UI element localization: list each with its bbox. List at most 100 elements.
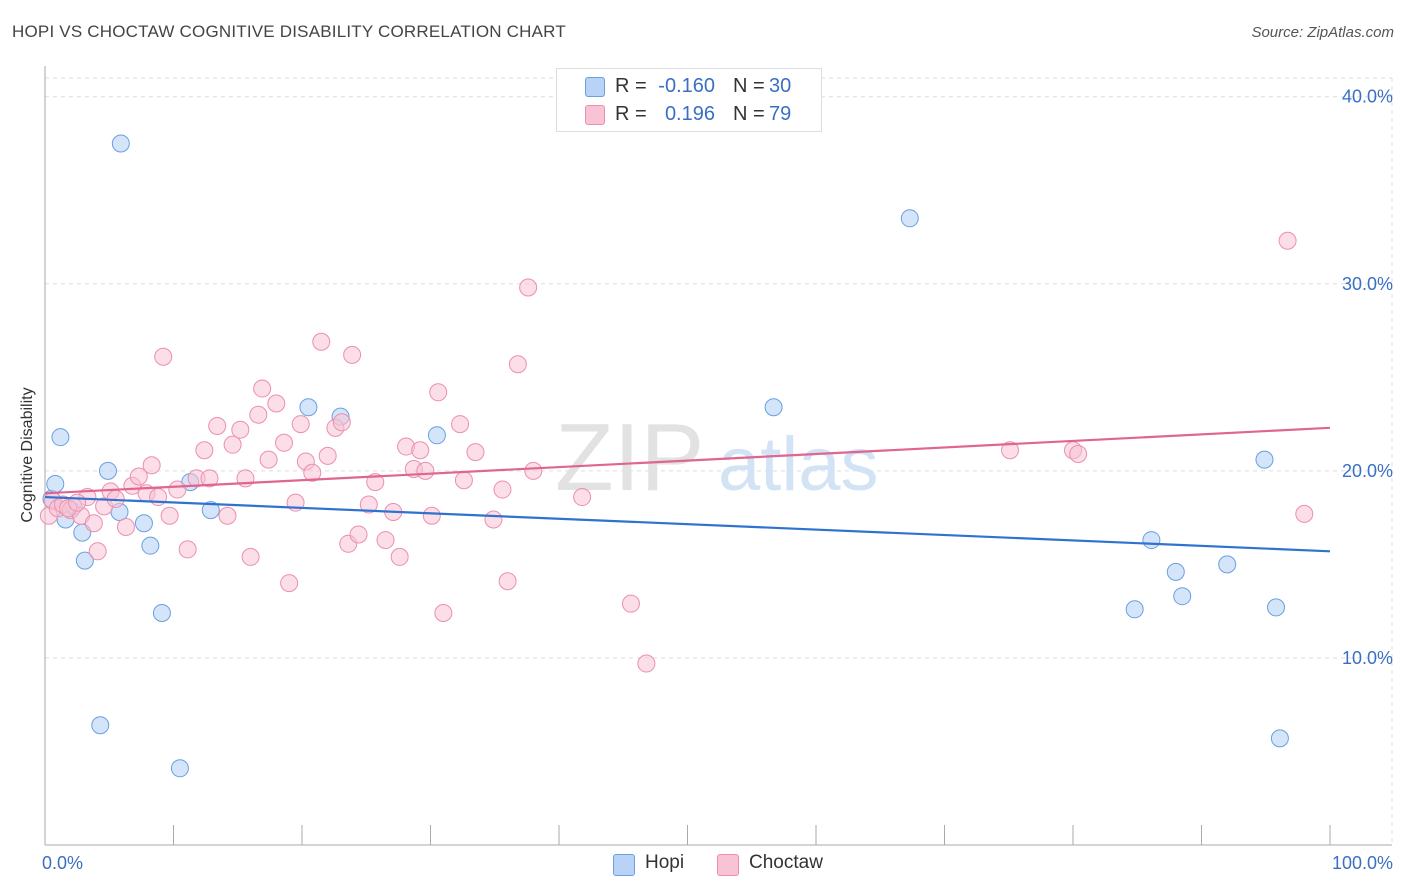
choctaw-point — [1295, 504, 1314, 523]
hopi-legend-label: Hopi — [645, 852, 685, 873]
choctaw-legend-swatch — [717, 854, 739, 876]
choctaw-point — [1278, 231, 1297, 250]
choctaw-point — [253, 379, 272, 398]
trend-lines — [44, 426, 1331, 553]
choctaw-point — [303, 463, 322, 482]
choctaw-point — [451, 415, 470, 434]
choctaw-point — [366, 473, 385, 492]
r-label: R = — [615, 75, 647, 97]
legend-row-choctaw: R = 0.196 N = 79 — [557, 101, 821, 127]
hopi-point — [1173, 587, 1192, 606]
hopi-point — [98, 461, 117, 480]
choctaw-point — [208, 416, 227, 435]
hopi-point — [141, 536, 160, 555]
choctaw-point — [267, 394, 286, 413]
legend-item-hopi: Hopi — [613, 852, 703, 876]
choctaw-point — [218, 506, 237, 525]
choctaw-point — [88, 542, 107, 561]
r-value: -0.160 — [658, 75, 715, 97]
choctaw-point — [454, 471, 473, 490]
n-value: 30 — [769, 75, 792, 97]
choctaw-point — [434, 604, 453, 623]
hopi-point — [1218, 555, 1237, 574]
n-value: 79 — [769, 103, 792, 125]
choctaw-point — [231, 420, 250, 439]
choctaw-point — [275, 433, 294, 452]
choctaw-point — [249, 405, 268, 424]
axes — [44, 66, 1392, 846]
watermark: ZIP atlas — [555, 404, 879, 511]
choctaw-point — [1069, 445, 1088, 464]
hopi-point — [764, 398, 783, 417]
choctaw-point — [621, 594, 640, 613]
y-tick-label: 30.0% — [1342, 274, 1393, 294]
choctaw-point — [422, 506, 441, 525]
choctaw-point — [259, 450, 278, 469]
tick-labels: 10.0% 20.0% 30.0% 40.0% 0.0% 100.0% — [42, 87, 1393, 873]
legend-row-hopi: R = -0.160 N = 30 — [557, 73, 821, 99]
choctaw-point — [332, 413, 351, 432]
y-tick-label: 40.0% — [1342, 87, 1393, 107]
choctaw-point — [291, 415, 310, 434]
hopi-point — [299, 398, 318, 417]
choctaw-point — [312, 332, 331, 351]
choctaw-point — [178, 540, 197, 559]
choctaw-point — [498, 572, 517, 591]
hopi-trend-line — [44, 495, 1331, 553]
choctaw-point — [411, 441, 430, 460]
choctaw-point — [466, 443, 485, 462]
choctaw-point — [416, 461, 435, 480]
choctaw-point — [116, 517, 135, 536]
hopi-point — [1125, 600, 1144, 619]
choctaw-point — [160, 506, 179, 525]
choctaw-point — [429, 383, 448, 402]
r-value: 0.196 — [664, 103, 715, 125]
r-label: R = — [615, 103, 647, 125]
hopi-point — [1255, 450, 1274, 469]
n-label: N = — [733, 103, 765, 125]
hopi-point — [111, 134, 130, 153]
hopi-legend-swatch — [613, 854, 635, 876]
choctaw-point — [154, 347, 173, 366]
hopi-point — [134, 514, 153, 533]
choctaw-point — [200, 469, 219, 488]
choctaw-point — [68, 493, 87, 512]
stats-legend: R = -0.160 N = 30 R = 0.196 N = 79 — [556, 68, 822, 132]
hopi-point — [51, 428, 70, 447]
choctaw-point — [168, 480, 187, 499]
choctaw-point — [241, 547, 260, 566]
watermark-atlas: atlas — [718, 422, 879, 507]
choctaw-point — [280, 574, 299, 593]
choctaw-point — [637, 654, 656, 673]
hopi-point — [75, 551, 94, 570]
choctaw-point — [573, 488, 592, 507]
hopi-point — [1267, 598, 1286, 617]
choctaw-point — [195, 441, 214, 460]
choctaw-point — [508, 355, 527, 374]
choctaw-point — [484, 510, 503, 529]
hopi-point — [1142, 531, 1161, 550]
choctaw-legend-label: Choctaw — [749, 852, 823, 873]
y-tick-label: 10.0% — [1342, 648, 1393, 668]
choctaw-point — [318, 446, 337, 465]
choctaw-point — [129, 467, 148, 486]
choctaw-point — [1001, 441, 1020, 460]
choctaw-point — [223, 435, 242, 454]
choctaw-point — [390, 547, 409, 566]
choctaw-point — [524, 461, 543, 480]
choctaw-point — [493, 480, 512, 499]
n-label: N = — [733, 75, 765, 97]
hopi-point — [152, 604, 171, 623]
hopi-swatch — [585, 77, 605, 97]
y-tick-label: 20.0% — [1342, 461, 1393, 481]
choctaw-point — [142, 456, 161, 475]
choctaw-point — [359, 495, 378, 514]
hopi-point — [170, 759, 189, 778]
choctaw-point — [519, 278, 538, 297]
hopi-point — [1166, 562, 1185, 581]
hopi-point — [201, 501, 220, 520]
x-tick-label: 100.0% — [1332, 853, 1393, 873]
choctaw-series — [39, 231, 1314, 673]
